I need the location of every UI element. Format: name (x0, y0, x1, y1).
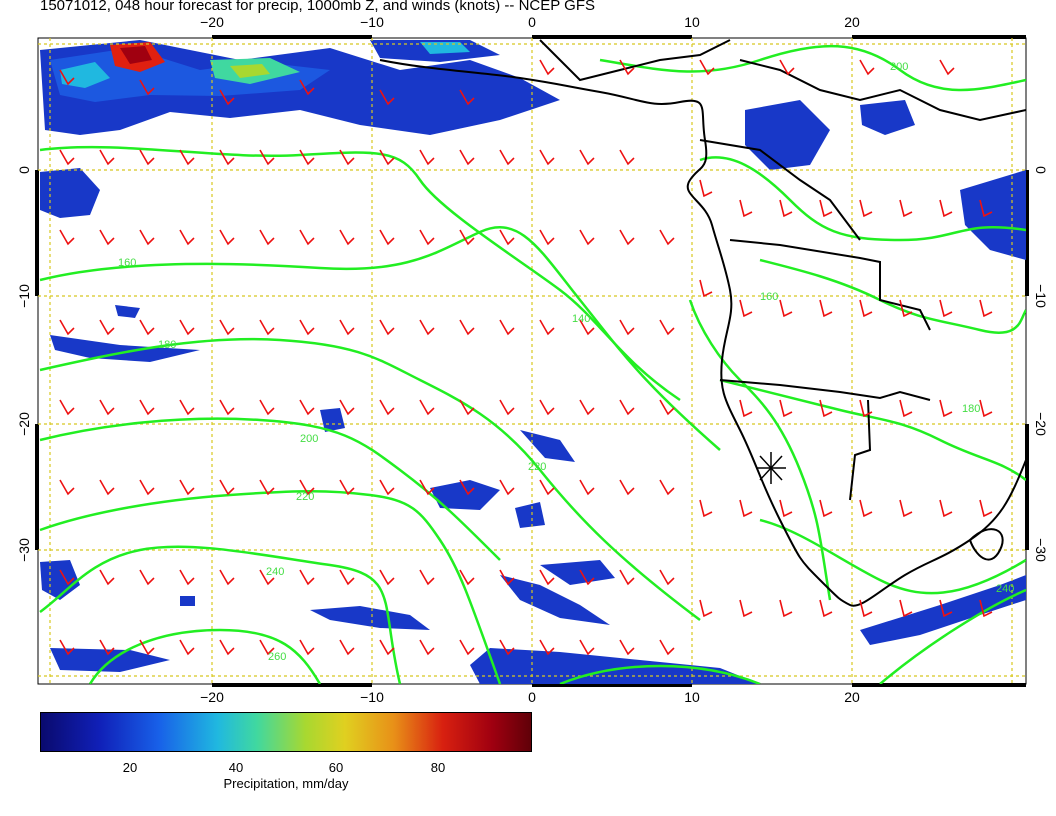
colorbar-tick-label: 80 (430, 760, 446, 775)
geopotential-contours (39, 44, 1026, 684)
location-marker (756, 452, 786, 484)
coastlines (379, 39, 1026, 607)
lat-tick-label: −20 (16, 412, 32, 436)
contour-label: 260 (268, 651, 286, 663)
colorbar-tick-label: 40 (228, 760, 244, 775)
lat-lon-grid (38, 38, 1026, 684)
lat-tick-label: −30 (16, 538, 32, 562)
lat-ticks-left: 0 −10 −20 −30 (16, 166, 32, 562)
contour-label: 220 (296, 491, 314, 503)
colorbar-tick-label: 60 (328, 760, 344, 775)
lon-tick-label: 0 (528, 14, 536, 30)
lat-tick-label: 0 (1033, 166, 1049, 174)
lon-tick-label: 0 (528, 689, 536, 705)
map-border-bars (35, 35, 1029, 687)
contour-label: 160 (118, 257, 136, 269)
colorbar-label: Precipitation, mm/day (223, 776, 349, 791)
lon-tick-label: 20 (844, 14, 860, 30)
lat-tick-label: −10 (16, 284, 32, 308)
precip-colorbar (40, 712, 532, 752)
lat-tick-label: −20 (1033, 412, 1049, 436)
contour-label: 200 (300, 433, 318, 445)
contour-labels: 160 180 200 220 240 260 140 160 180 200 … (118, 61, 1014, 663)
contour-label: 160 (760, 291, 778, 303)
contour-label: 140 (572, 313, 590, 325)
lat-tick-label: −10 (1033, 284, 1049, 308)
lon-ticks-bottom: −20 −10 0 10 20 (200, 689, 860, 705)
lon-tick-label: 20 (844, 689, 860, 705)
wind-barbs (59, 59, 993, 656)
map-title: 15071012, 048 hour forecast for precip, … (40, 0, 595, 14)
lat-ticks-right: 0 −10 −20 −30 (1033, 166, 1049, 562)
contour-label: 180 (962, 403, 980, 415)
lon-tick-label: −20 (200, 689, 224, 705)
lon-ticks-top: −20 −10 0 10 20 (200, 14, 860, 30)
lon-tick-label: 10 (684, 14, 700, 30)
lon-tick-label: −20 (200, 14, 224, 30)
contour-label: 240 (266, 566, 284, 578)
lat-tick-label: 0 (16, 166, 32, 174)
colorbar-tick-label: 20 (122, 760, 138, 775)
lon-tick-label: −10 (360, 689, 384, 705)
contour-label: 180 (158, 339, 176, 351)
contour-label: 240 (996, 583, 1014, 595)
lat-tick-label: −30 (1033, 538, 1049, 562)
lon-tick-label: 10 (684, 689, 700, 705)
plot-frame (37, 37, 1027, 685)
lon-tick-label: −10 (360, 14, 384, 30)
contour-label: 220 (528, 461, 546, 473)
contour-label: 200 (890, 61, 908, 73)
